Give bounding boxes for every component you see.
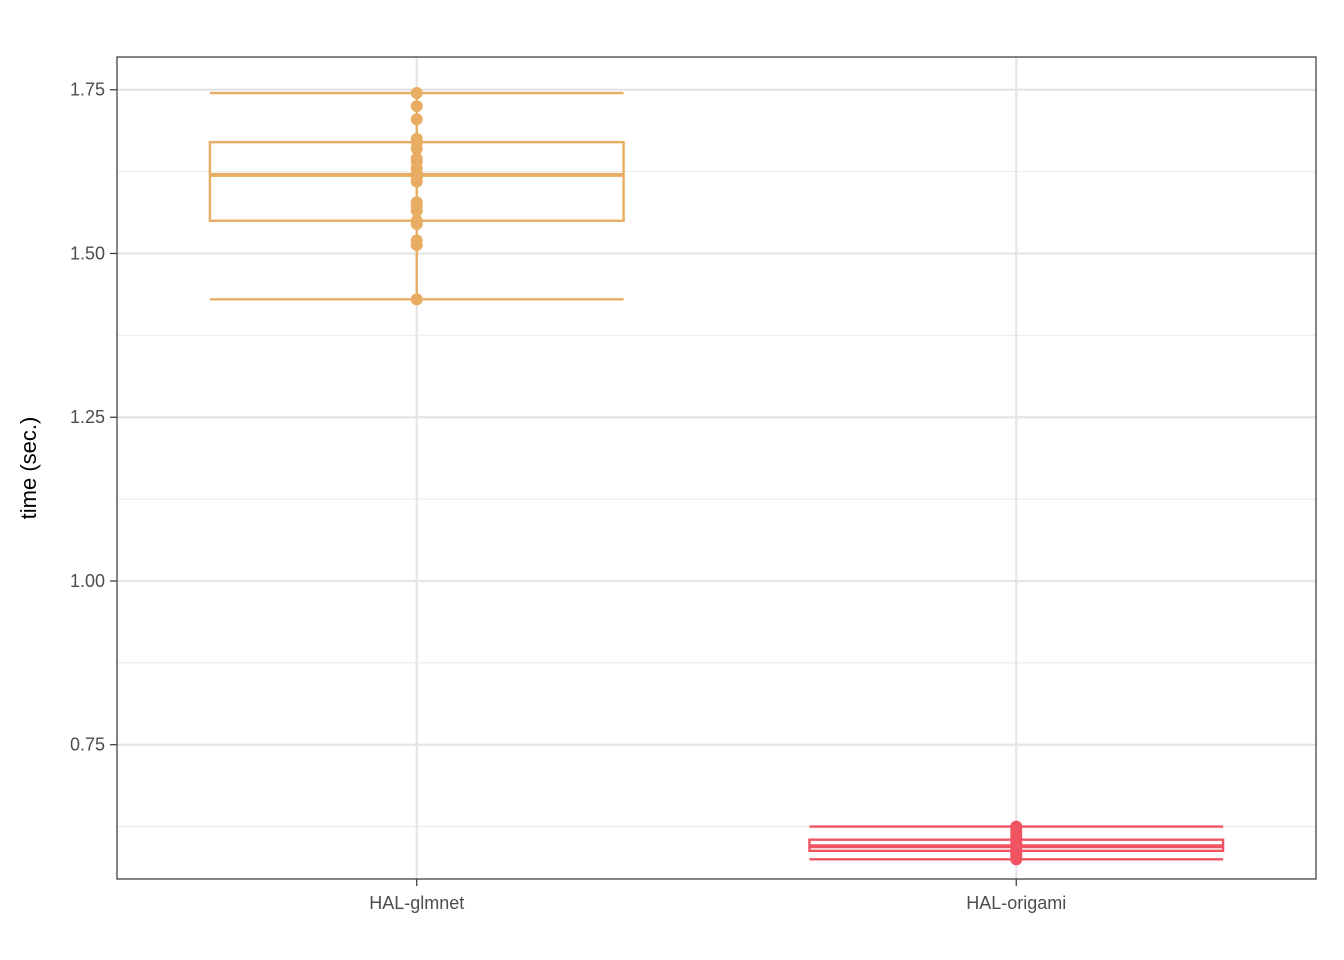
- y-tick-label: 1.25: [70, 407, 105, 427]
- y-tick-label: 0.75: [70, 735, 105, 755]
- data-point: [410, 100, 423, 113]
- grid-lines: [117, 57, 1316, 879]
- y-tick-label: 1.00: [70, 571, 105, 591]
- y-tick-label: 1.50: [70, 243, 105, 263]
- data-point: [410, 196, 423, 209]
- data-point: [1010, 820, 1023, 833]
- y-tick-label: 1.75: [70, 80, 105, 100]
- data-point: [410, 113, 423, 126]
- data-point: [410, 293, 423, 306]
- box-marks: [208, 87, 1225, 866]
- data-point: [410, 87, 423, 100]
- data-point: [410, 234, 423, 247]
- data-point: [410, 214, 423, 227]
- panel-border: [116, 56, 1317, 880]
- data-point: [410, 132, 423, 145]
- x-tick-label: HAL-glmnet: [369, 893, 464, 913]
- x-tick-label: HAL-origami: [966, 893, 1066, 913]
- box-group-hal-origami: [808, 820, 1225, 866]
- box-group-hal-glmnet: [208, 87, 625, 306]
- y-axis-title: time (sec.): [16, 417, 41, 520]
- axes: 0.75 1.00 1.25 1.50 1.75 HAL-glmnet HAL-origam…: [70, 80, 1066, 913]
- data-point: [410, 152, 423, 165]
